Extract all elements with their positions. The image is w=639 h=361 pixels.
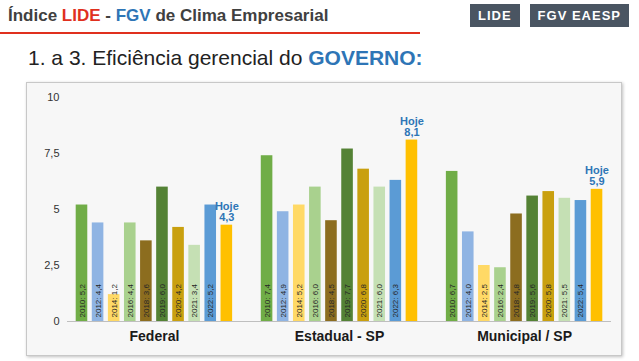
html-text:1. a 3. Eficiência gerencial d: 1. a 3. Eficiência gerencial do GOVERNO: — [28, 46, 423, 69]
svg-text:2018: 4,5: 2018: 4,5 — [327, 284, 336, 318]
svg-text:2010: 7,4: 2010: 7,4 — [263, 284, 272, 318]
svg-text:2012: 4,0: 2012: 4,0 — [464, 284, 473, 318]
svg-text:2021: 5,5: 2021: 5,5 — [560, 284, 569, 318]
svg-text:7,5: 7,5 — [44, 147, 59, 159]
svg-text:2019: 6,0: 2019: 6,0 — [158, 284, 167, 318]
svg-text:2018: 3,6: 2018: 3,6 — [142, 284, 151, 318]
svg-text:10: 10 — [47, 91, 59, 103]
svg-text:2020: 4,2: 2020: 4,2 — [174, 284, 183, 318]
svg-text:2019: 7,7: 2019: 7,7 — [343, 284, 352, 318]
svg-text:2020: 6,8: 2020: 6,8 — [359, 284, 368, 318]
svg-text:2010: 6,7: 2010: 6,7 — [448, 284, 457, 318]
svg-text:2018: 4,8: 2018: 4,8 — [512, 284, 521, 318]
svg-text:2012: 4,4: 2012: 4,4 — [94, 284, 103, 318]
svg-text:2014: 5,2: 2014: 5,2 — [295, 284, 304, 318]
svg-text:2016: 6,0: 2016: 6,0 — [311, 284, 320, 318]
svg-text:2016: 4,4: 2016: 4,4 — [126, 284, 135, 318]
svg-text:2022: 5,4: 2022: 5,4 — [576, 284, 585, 318]
svg-text:Hoje4,3: Hoje4,3 — [215, 200, 239, 223]
svg-text:2014: 2,5: 2014: 2,5 — [480, 284, 489, 318]
svg-text:Hoje5,9: Hoje5,9 — [585, 164, 609, 187]
svg-text:0: 0 — [53, 315, 59, 327]
html-text:Índice LIDE - FGV de Clima Emp: Índice LIDE - FGV de Clima Empresarial — [8, 6, 329, 25]
svg-text:2,5: 2,5 — [44, 259, 59, 271]
svg-text:2020: 5,8: 2020: 5,8 — [544, 284, 553, 318]
svg-text:2019: 5,6: 2019: 5,6 — [528, 284, 537, 318]
svg-text:2022: 6,3: 2022: 6,3 — [391, 284, 400, 318]
svg-text:5: 5 — [53, 203, 59, 215]
svg-text:2016: 2,4: 2016: 2,4 — [496, 284, 505, 318]
svg-text:Hoje8,1: Hoje8,1 — [400, 115, 424, 138]
html-text:FGV EAESP: FGV EAESP — [537, 8, 621, 23]
svg-text:Federal: Federal — [130, 328, 180, 344]
svg-text:2010: 5,2: 2010: 5,2 — [78, 284, 87, 318]
svg-text:Estadual - SP: Estadual - SP — [295, 328, 384, 344]
svg-text:2022: 5,2: 2022: 5,2 — [206, 284, 215, 318]
svg-text:2014: 1,2: 2014: 1,2 — [110, 284, 119, 318]
svg-text:2021: 3,4: 2021: 3,4 — [190, 284, 199, 318]
html-text:LIDE: LIDE — [478, 8, 512, 23]
svg-text:Municipal / SP: Municipal / SP — [477, 328, 572, 344]
svg-text:2012: 4,9: 2012: 4,9 — [279, 284, 288, 318]
svg-text:2021: 6,0: 2021: 6,0 — [375, 284, 384, 318]
